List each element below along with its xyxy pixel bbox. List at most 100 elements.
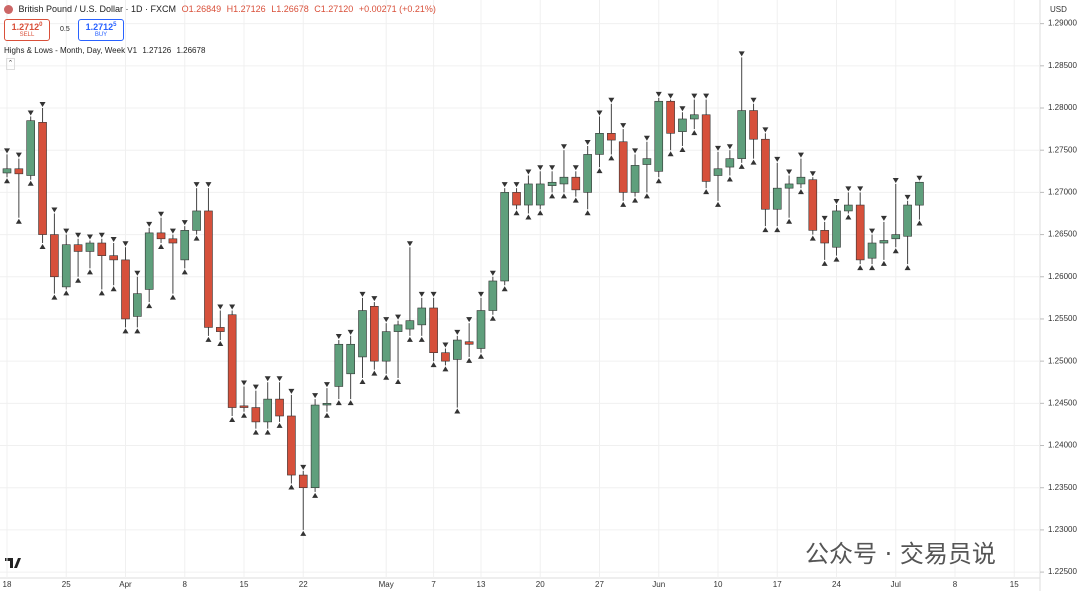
y-tick-label: 1.24000 [1048,441,1077,450]
high-marker [880,215,887,221]
low-marker [39,244,46,250]
candle-body [737,110,747,159]
high-marker [181,220,188,226]
x-tick-label: 8 [953,580,958,589]
candle-body [903,204,912,237]
sell-label: SELL [19,32,35,38]
high-marker [821,215,828,221]
candle-body [666,100,675,134]
low-marker [513,210,520,216]
low-marker [75,277,82,283]
low-marker [217,341,224,347]
watermark: 公众号 · 交易员说 [805,540,996,568]
candle-body [713,168,723,176]
sell-button[interactable]: 1.27120 SELL [4,19,50,41]
open: O1.26849 [181,4,222,14]
candle-body [725,158,735,168]
y-tick-label: 1.28500 [1048,61,1077,70]
candle-body [476,310,486,349]
high-marker [584,139,591,145]
candle-body [595,133,604,155]
high-marker [857,186,864,192]
low-marker [632,197,639,203]
high-marker [809,171,816,177]
candle-body [156,232,166,240]
low-marker [193,235,200,241]
candle-body [630,165,640,193]
x-tick-label: 18 [3,580,12,589]
high-marker [300,464,307,470]
candle-body [121,259,130,320]
low-marker [572,197,579,203]
candle-body [168,238,178,244]
y-tick-label: 1.28000 [1048,103,1077,112]
high-marker [27,110,34,116]
candle-body [97,242,107,256]
candle-body [26,120,36,176]
candle-body [879,240,889,244]
low-marker [608,155,615,161]
high-marker [715,145,721,151]
low-marker [146,303,153,309]
x-tick-label: Apr [119,580,132,589]
y-tick-label: 1.26000 [1048,272,1077,281]
indicator-value: 1.26678 [176,46,206,55]
candle-body [322,403,332,406]
low-marker [323,412,330,418]
low-marker [501,286,508,292]
candle-body [73,244,83,252]
high-marker [679,106,686,112]
collapse-button[interactable]: ˆ [6,58,15,70]
y-tick-label: 1.27500 [1048,145,1077,154]
low-marker [762,227,769,233]
high-marker [323,382,330,388]
high-marker [454,329,461,335]
low-marker [584,210,591,216]
buy-button[interactable]: 1.27125 BUY [78,19,124,41]
low-marker [181,269,188,275]
x-tick-label: 15 [240,580,249,589]
low-marker [4,178,10,184]
low-marker [86,269,93,275]
high-marker [98,232,105,238]
high-marker [395,314,402,320]
high-marker [466,317,473,323]
high-marker [786,169,793,175]
candle-body [488,280,498,311]
low-marker [726,176,733,182]
candle-body [251,407,261,423]
high-marker [667,93,674,99]
change: +0.00271 (+0.21%) [358,4,436,14]
candle-body [417,307,427,326]
high-marker [691,93,698,99]
low-marker [418,336,425,342]
high-marker [63,228,70,234]
candle-body [393,324,403,332]
low-marker [347,400,354,406]
high-marker [122,241,129,247]
candle-body [133,293,142,317]
high-marker [15,152,22,158]
low-marker [252,429,259,435]
x-tick-label: 7 [431,580,436,589]
low-marker [122,328,129,334]
low-marker [809,235,816,241]
x-tick-label: 17 [773,580,782,589]
x-tick-label: May [379,580,394,589]
low-marker [110,286,117,292]
low-marker [312,492,319,498]
candle-body [298,474,308,489]
candle-body [452,339,462,360]
candle-body [559,176,569,185]
candle-body [701,114,711,182]
candle-body [358,310,367,358]
high-marker [632,148,639,154]
candle-body [109,255,118,261]
high-marker [608,97,615,103]
x-tick-label: 13 [477,580,486,589]
low-marker [383,374,390,380]
x-tick-label: 10 [714,580,723,589]
low-marker [27,180,34,186]
high-marker [158,211,165,217]
candle-body [867,242,877,259]
